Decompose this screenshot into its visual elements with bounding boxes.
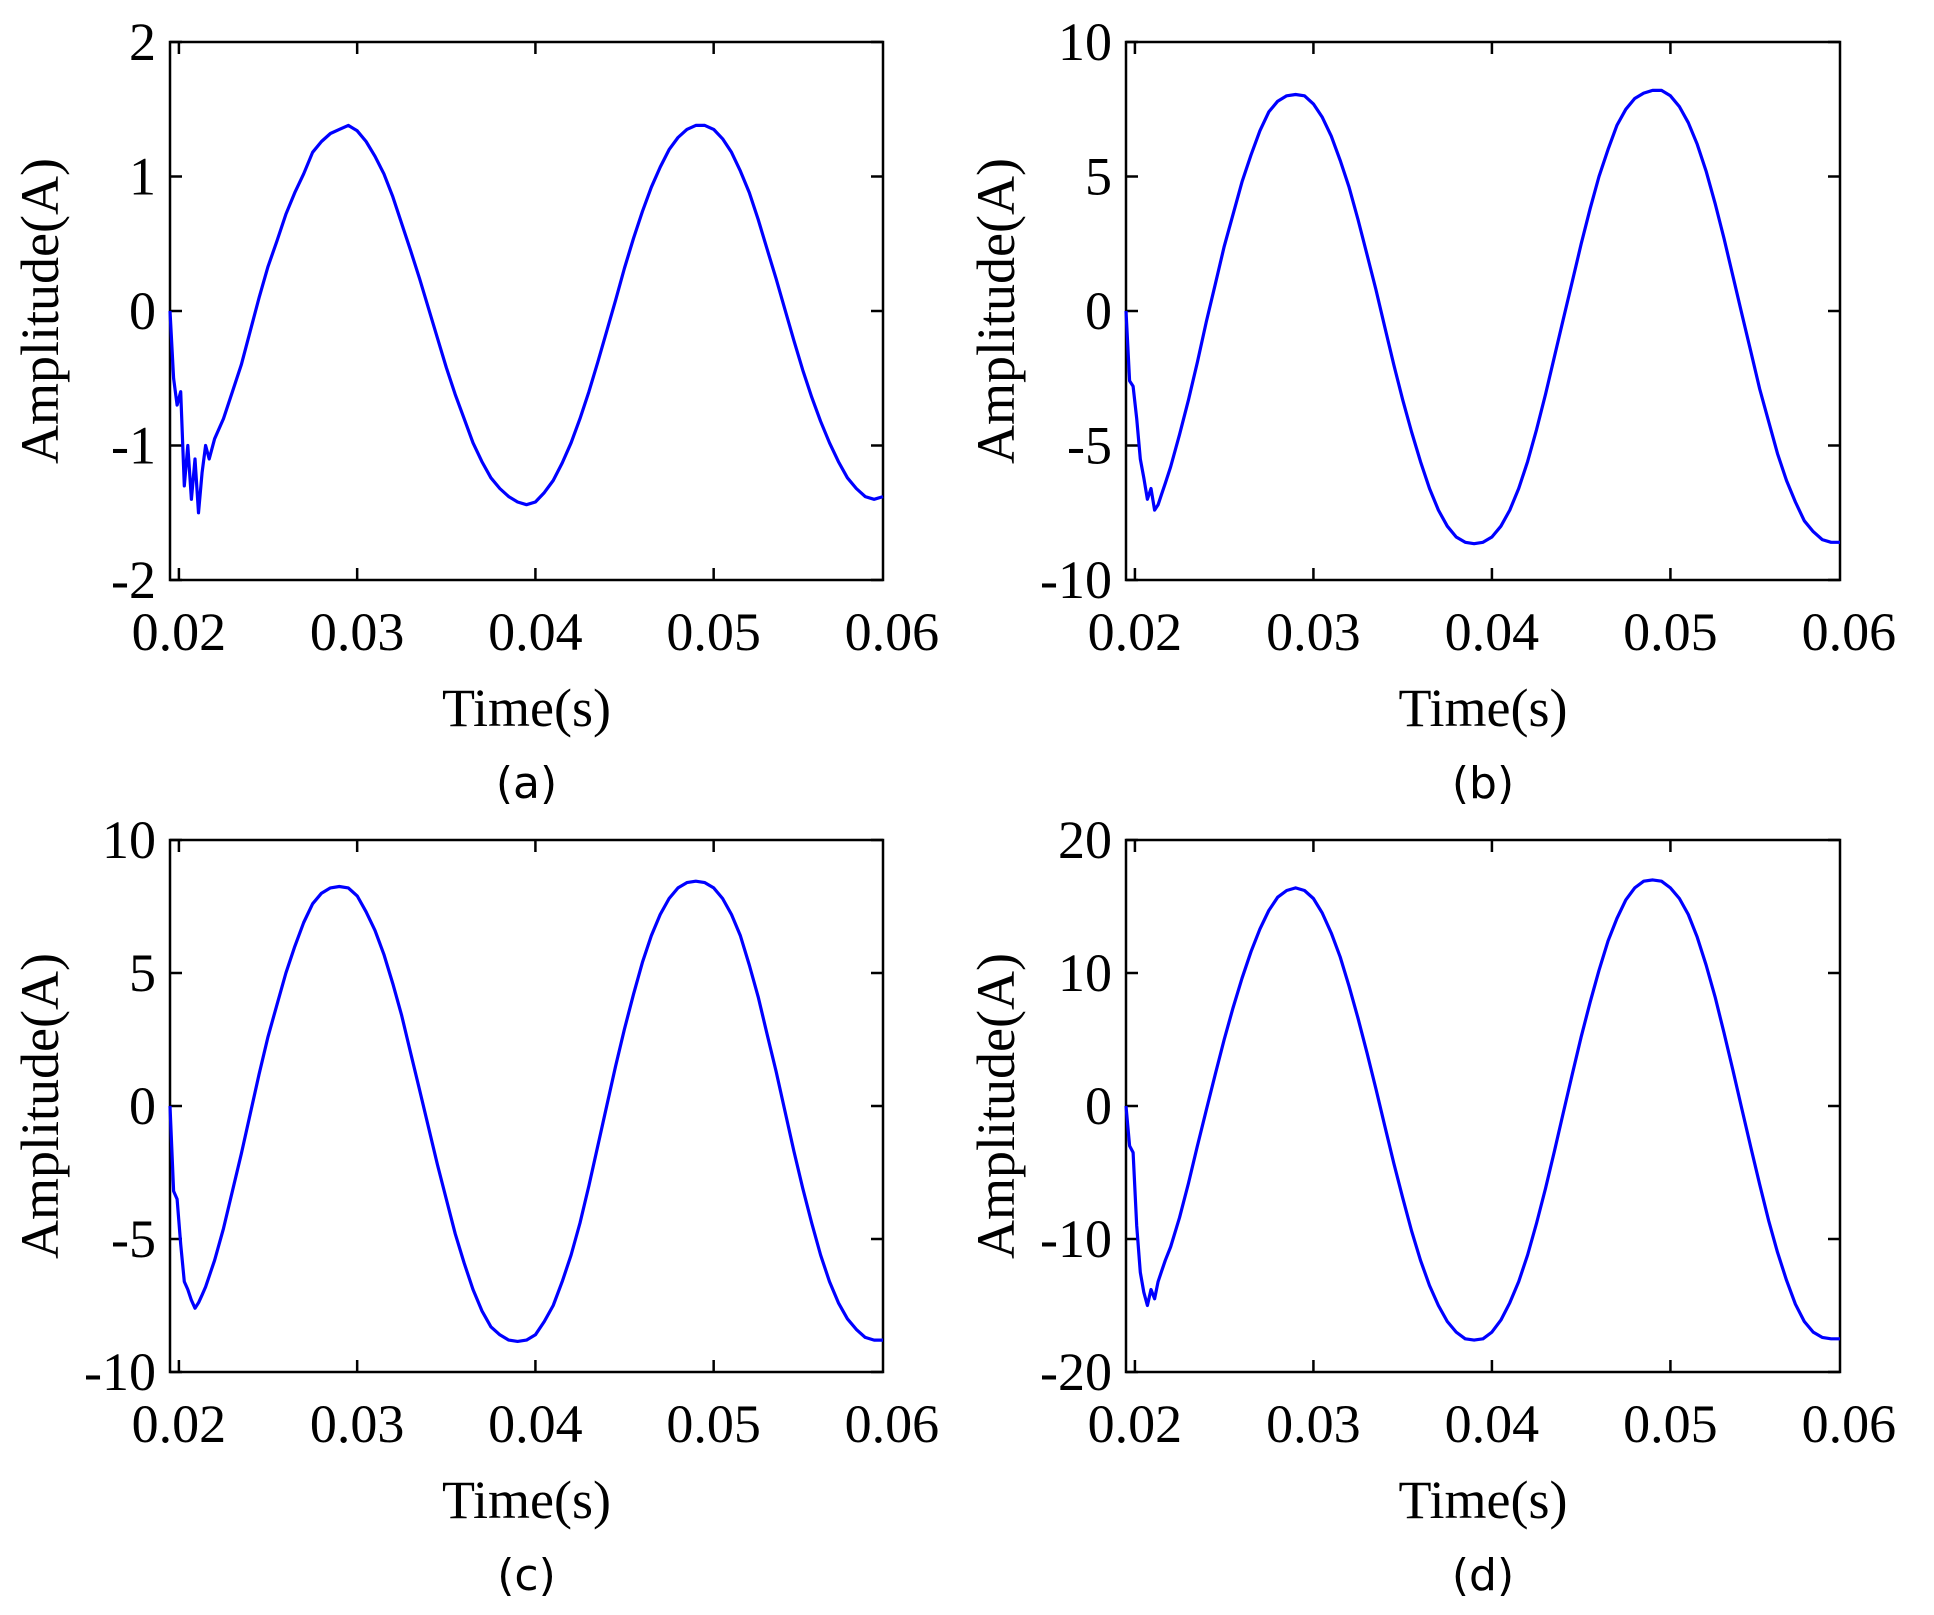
y-tick-label: -5 — [111, 1209, 156, 1269]
panel-label: (d) — [1452, 1550, 1514, 1601]
y-tick-label: -5 — [1067, 416, 1112, 476]
y-tick-label: -1 — [111, 416, 156, 476]
series-line-b-0 — [1124, 88, 1840, 546]
x-tick-label: 0.03 — [1266, 1394, 1361, 1454]
x-tick-label: 0.02 — [132, 1394, 227, 1454]
y-tick-label: 0 — [129, 1076, 156, 1136]
y-axis-label: Amplitude(A) — [966, 158, 1026, 464]
chart-panel-c: 0.02 0.03 0.04 0.05 0.06 10 5 0 -5 -10 Time(s) Ampl… — [10, 810, 939, 1601]
x-axis-label: Time(s) — [442, 1470, 611, 1530]
y-tick-label: 0 — [129, 281, 156, 341]
y-tick-label: -20 — [1040, 1342, 1112, 1402]
x-tick-label: 0.06 — [1802, 1394, 1897, 1454]
y-tick-label: 5 — [1085, 147, 1112, 207]
x-axis-label: Time(s) — [442, 678, 611, 738]
x-axis-label: Time(s) — [1398, 678, 1567, 738]
x-tick-label: 0.02 — [1088, 1394, 1183, 1454]
y-tick-label: 1 — [129, 147, 156, 207]
y-tick-label: 10 — [1058, 12, 1112, 72]
x-tick-label: 0.05 — [1623, 602, 1718, 662]
chart-panel-b: 0.02 0.03 0.04 0.05 0.06 10 5 0 -5 -10 Time(s) Ampl… — [966, 12, 1896, 809]
y-tick-label: 0 — [1085, 1076, 1112, 1136]
y-axis-label: Amplitude(A) — [10, 158, 70, 464]
x-tick-label: 0.03 — [310, 1394, 405, 1454]
y-tick-label: 2 — [129, 12, 156, 72]
y-tick-label: 20 — [1058, 810, 1112, 870]
x-axis-label: Time(s) — [1398, 1470, 1567, 1530]
x-tick-label: 0.02 — [132, 602, 227, 662]
panel-label: (a) — [496, 758, 557, 809]
x-tick-label: 0.03 — [310, 602, 405, 662]
panel-label: (b) — [1452, 758, 1514, 809]
y-tick-label: 5 — [129, 943, 156, 1003]
series-line-d-0 — [1124, 878, 1840, 1342]
x-tick-label: 0.06 — [845, 1394, 940, 1454]
y-tick-label: 0 — [1085, 281, 1112, 341]
y-tick-label: -10 — [84, 1342, 156, 1402]
y-tick-label: 10 — [1058, 943, 1112, 1003]
x-tick-label: 0.05 — [666, 1394, 761, 1454]
panel-label: (c) — [497, 1550, 556, 1601]
x-tick-label: 0.04 — [1445, 602, 1540, 662]
x-tick-label: 0.04 — [1445, 1394, 1540, 1454]
y-tick-label: 10 — [102, 810, 156, 870]
plot-frame — [1124, 838, 1842, 1374]
x-tick-label: 0.05 — [1623, 1394, 1718, 1454]
x-tick-label: 0.05 — [666, 602, 761, 662]
plot-frame — [1124, 40, 1842, 582]
x-tick-label: 0.06 — [1802, 602, 1897, 662]
y-tick-label: -10 — [1040, 550, 1112, 610]
x-tick-label: 0.04 — [488, 602, 583, 662]
chart-panel-a: 0.02 0.03 0.04 0.05 0.06 2 1 0 -1 -2 Time(s) Amplit… — [10, 12, 939, 809]
plot-frame — [168, 838, 885, 1374]
series-line-c-0 — [168, 879, 883, 1344]
x-tick-label: 0.03 — [1266, 602, 1361, 662]
x-tick-label: 0.02 — [1088, 602, 1183, 662]
y-tick-label: -2 — [111, 550, 156, 610]
chart-panel-d: 0.02 0.03 0.04 0.05 0.06 20 10 0 -10 -20 Time(s) Am… — [966, 810, 1896, 1601]
y-tick-label: -10 — [1040, 1209, 1112, 1269]
plot-frame — [168, 40, 885, 582]
y-axis-label: Amplitude(A) — [10, 953, 70, 1259]
x-tick-label: 0.04 — [488, 1394, 583, 1454]
x-tick-label: 0.06 — [845, 602, 940, 662]
series-line-a-0 — [168, 123, 884, 515]
y-axis-label: Amplitude(A) — [966, 953, 1026, 1259]
